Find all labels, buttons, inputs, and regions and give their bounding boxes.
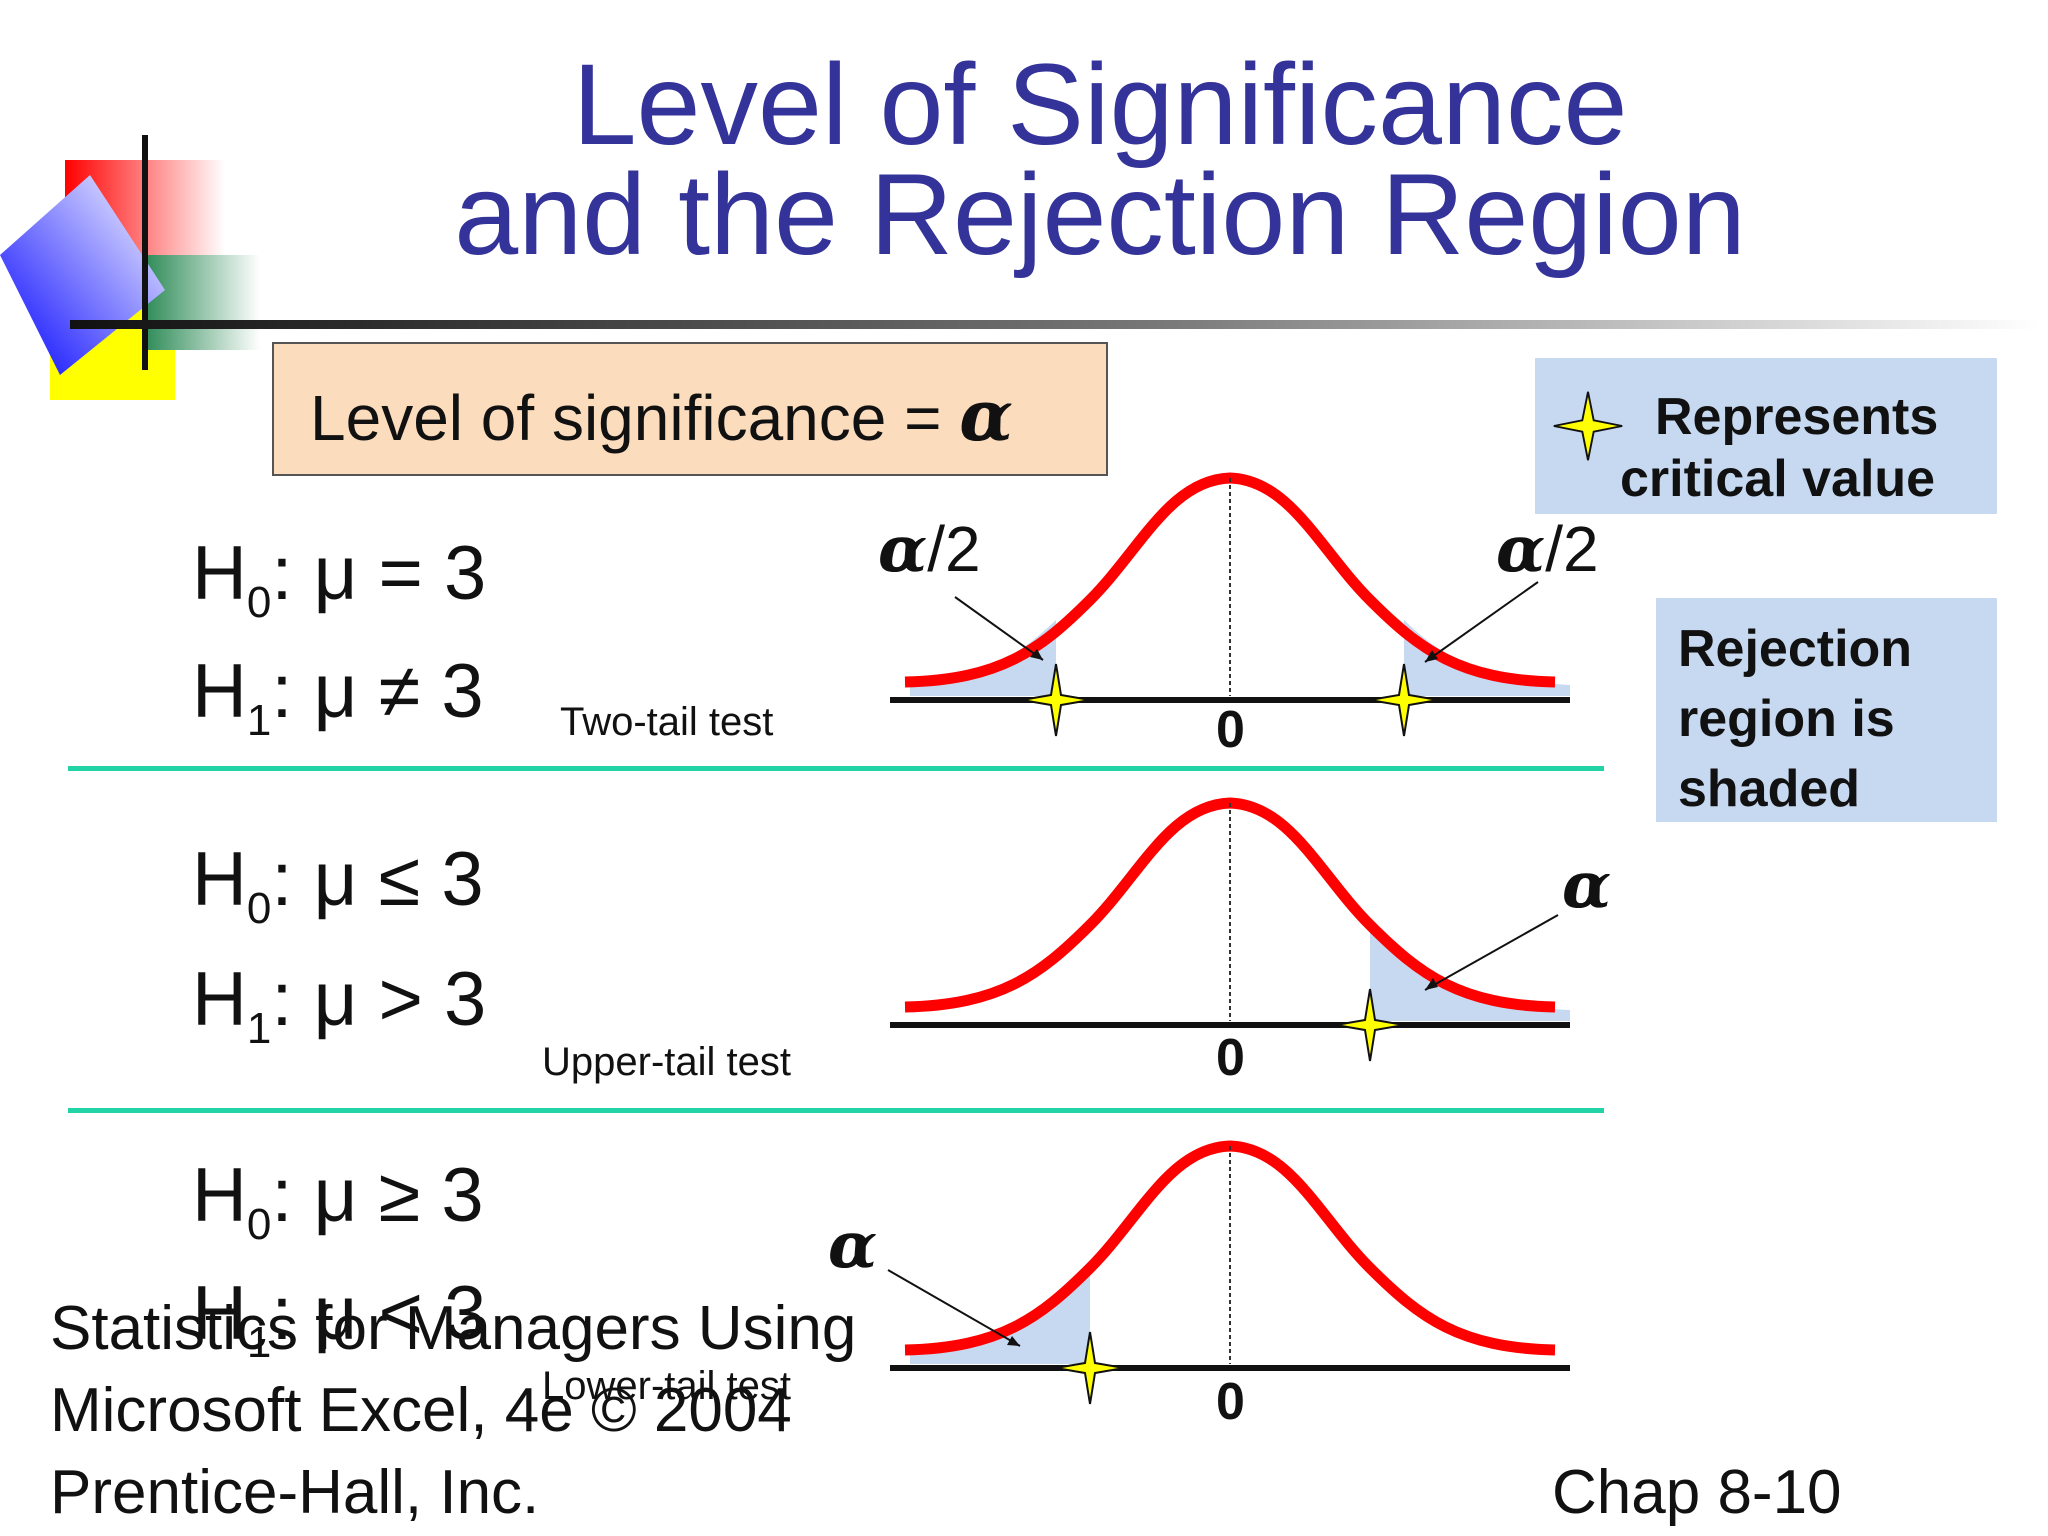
critical-value-legend-text: Represents critical value xyxy=(1620,386,1938,510)
significance-box xyxy=(272,342,1108,476)
critical-value-star-icon xyxy=(1021,663,1091,737)
alpha-half-left-label: α/2 xyxy=(878,512,981,587)
rejection-region-left xyxy=(910,620,1056,696)
pointer-arrow xyxy=(1424,914,1559,991)
rejection-region-legend-text: Rejection region is shaded xyxy=(1678,614,1912,824)
footer-credit: Statistics for Managers Using Microsoft … xyxy=(50,1288,856,1534)
slide-title: Level of Significance and the Rejection … xyxy=(380,41,1820,279)
legend-line: region is xyxy=(1678,690,1895,748)
pointer-arrow xyxy=(887,1269,1021,1347)
null-hypothesis: H0: μ ≤ 3 xyxy=(192,837,484,933)
critical-value-star-icon xyxy=(1335,988,1405,1062)
test-label: Lower-tail test xyxy=(542,1364,791,1408)
significance-label: Level of significance = xyxy=(310,382,960,454)
alpha-symbol: α xyxy=(959,374,1014,457)
critical-value-star-icon xyxy=(1055,1331,1125,1405)
legend-line: critical value xyxy=(1620,450,1936,508)
alpha-label: α xyxy=(828,1208,878,1283)
section-divider xyxy=(68,766,1604,771)
title-underline xyxy=(70,320,2040,329)
title-line-2: and the Rejection Region xyxy=(454,151,1746,279)
pointer-arrow xyxy=(954,596,1044,661)
rejection-region-right xyxy=(1370,925,1570,1021)
lower-tail-distribution xyxy=(887,1140,1570,1405)
axis-zero-label: 0 xyxy=(1216,1373,1245,1431)
section-divider xyxy=(68,1108,1604,1113)
axis-zero-label: 0 xyxy=(1216,1029,1245,1087)
footer-line: Microsoft Excel, 4e © 2004 xyxy=(50,1376,792,1445)
upper-tail-distribution xyxy=(890,797,1570,1062)
alternative-hypothesis: H1: μ < 3 xyxy=(192,1271,487,1367)
legend-line: Represents xyxy=(1655,388,1939,446)
title-line-1: Level of Significance xyxy=(572,41,1628,169)
axis-zero-label: 0 xyxy=(1216,701,1245,759)
alpha-half-right-label: α/2 xyxy=(1496,512,1599,587)
critical-value-star-icon xyxy=(1369,663,1439,737)
star-icon xyxy=(1553,391,1623,461)
test-label: Upper-tail test xyxy=(542,1040,791,1084)
pointer-arrow xyxy=(1424,581,1539,663)
footer-line: Statistics for Managers Using xyxy=(50,1294,857,1363)
chapter-number: Chap 8-10 xyxy=(1552,1458,1842,1527)
two-tail-distribution xyxy=(890,472,1570,737)
null-hypothesis: H0: μ ≥ 3 xyxy=(192,1153,484,1249)
rejection-region-legend xyxy=(1656,598,1997,822)
rejection-region-right xyxy=(1404,620,1570,696)
alternative-hypothesis: H1: μ > 3 xyxy=(192,957,487,1053)
rejection-region-left xyxy=(910,1268,1090,1364)
critical-value-legend xyxy=(1535,358,1997,514)
legend-line: shaded xyxy=(1678,760,1861,818)
significance-text: Level of significance = α xyxy=(310,374,1013,457)
decorative-logo xyxy=(0,135,260,400)
null-hypothesis: H0: μ = 3 xyxy=(192,531,487,627)
alpha-label: α xyxy=(1562,848,1612,923)
legend-line: Rejection xyxy=(1678,620,1913,678)
test-label: Two-tail test xyxy=(560,700,774,744)
footer-line: Prentice-Hall, Inc. xyxy=(50,1458,540,1527)
alternative-hypothesis: H1: μ ≠ 3 xyxy=(192,649,484,745)
